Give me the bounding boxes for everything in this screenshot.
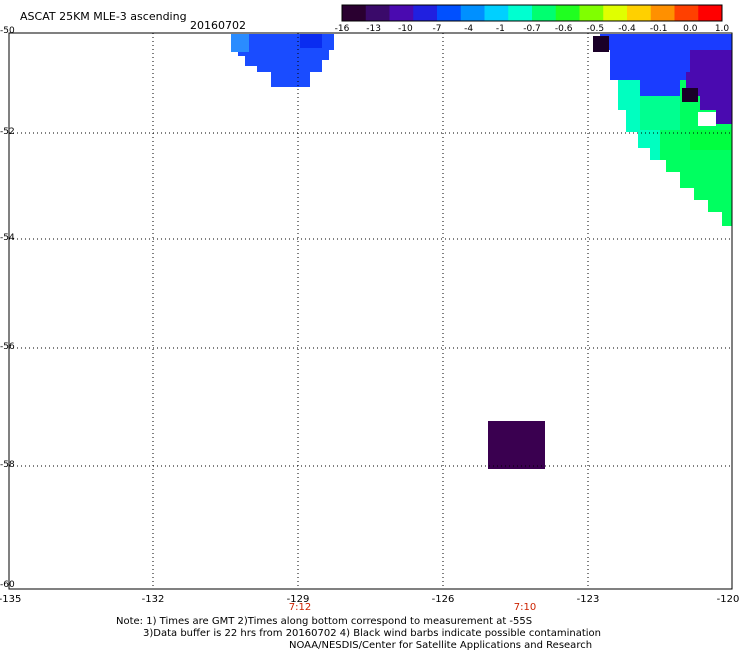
colorbar-tick-label: -0.6: [554, 24, 573, 34]
lon-label: -135: [0, 594, 22, 605]
lat-label: -60: [0, 580, 15, 590]
colorbar-segment: [508, 5, 533, 21]
colorbar-tick-label: -10: [397, 24, 413, 34]
lon-label: -120: [716, 594, 740, 605]
map-title: ASCAT 25KM MLE-3 ascending: [20, 10, 187, 23]
colorbar-tick-label: -4: [464, 24, 474, 34]
lon-label: -132: [141, 594, 165, 605]
lat-label: -56: [0, 342, 15, 352]
swath-east-dark-cell: [682, 88, 698, 102]
colorbar-tick-label: -0.4: [618, 24, 636, 34]
colorbar-segment: [437, 5, 462, 21]
colorbar-segment: [603, 5, 628, 21]
data-swaths: [231, 34, 732, 469]
colorbar-segment: [342, 5, 367, 21]
note-line-1: Note: 1) Times are GMT 2)Times along bot…: [116, 616, 533, 627]
colorbar-tick-label: -13: [366, 24, 382, 34]
colorbar-segment: [674, 5, 699, 21]
note-line-2: 3)Data buffer is 22 hrs from 20160702 4)…: [143, 628, 601, 639]
swath-north-blue-cell: [300, 34, 322, 48]
swath-north-blue-cell: [231, 34, 249, 52]
colorbar-tick-label: -7: [432, 24, 442, 34]
colorbar-tick-label: 1.0: [714, 24, 730, 34]
swath-east-purple: [686, 50, 732, 124]
colorbar-segment: [365, 5, 390, 21]
time-label: 7:12: [288, 602, 312, 613]
colorbar-segment: [413, 5, 438, 21]
lat-label: -58: [0, 460, 15, 470]
colorbar-tick-label: -0.7: [523, 24, 541, 34]
lat-label: -54: [0, 233, 15, 243]
swath-east-dark-cell: [593, 36, 609, 52]
colorbar: [341, 4, 723, 22]
colorbar-tick-label: 0.0: [683, 24, 698, 34]
lon-label: -123: [576, 594, 600, 605]
colorbar-segment: [555, 5, 580, 21]
note-line-3: NOAA/NESDIS/Center for Satellite Applica…: [289, 640, 593, 651]
colorbar-segment: [532, 5, 557, 21]
colorbar-segment: [484, 5, 509, 21]
block-purple: [488, 421, 545, 469]
lat-label: -50: [0, 26, 15, 36]
time-label: 7:10: [513, 602, 537, 613]
colorbar-tick-label: -0.1: [649, 24, 668, 34]
colorbar-tick-label: -0.5: [586, 24, 605, 34]
colorbar-segment: [650, 5, 675, 21]
lat-label: -52: [0, 127, 15, 137]
lon-label: -129: [286, 594, 310, 605]
colorbar-segment: [627, 5, 652, 21]
swath-east-green-cell: [690, 130, 732, 150]
colorbar-tick-label: -1: [495, 24, 505, 34]
colorbar-segment: [389, 5, 414, 21]
colorbar-segment: [579, 5, 604, 21]
colorbar-tick-label: -16: [334, 24, 350, 34]
swath-east-blue: [600, 34, 732, 96]
colorbar-segment: [460, 5, 485, 21]
colorbar-frame: [341, 4, 723, 22]
lon-label: -126: [431, 594, 455, 605]
colorbar-segment: [698, 5, 723, 21]
swath-east-gap: [698, 112, 716, 126]
map-frame: [8, 32, 733, 590]
swath-east-green-cell: [640, 96, 680, 130]
graticule: [9, 33, 732, 589]
map-date: 20160702: [190, 19, 246, 32]
